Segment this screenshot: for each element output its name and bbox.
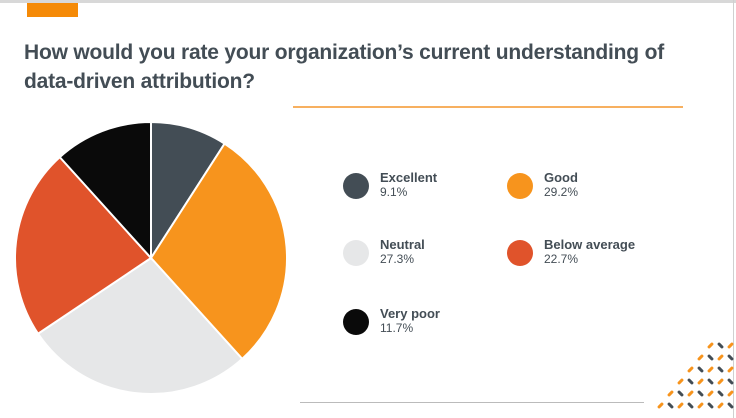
- pattern-dash: [657, 402, 664, 409]
- pattern-dash: [707, 342, 714, 349]
- pattern-dash: [707, 366, 714, 373]
- pattern-dash: [707, 354, 714, 361]
- pattern-dash: [687, 390, 694, 397]
- pattern-dash: [707, 378, 714, 385]
- pattern-dash: [717, 366, 724, 373]
- pattern-dash: [697, 366, 704, 373]
- pattern-dash: [697, 402, 704, 409]
- pattern-dash: [727, 342, 734, 349]
- pattern-dash: [727, 354, 734, 361]
- pattern-dash: [687, 366, 694, 373]
- legend-item-below-average: Below average 22.7%: [507, 238, 635, 266]
- title-divider: [293, 106, 683, 108]
- legend-label: Neutral: [380, 237, 425, 252]
- legend-item-very-poor: Very poor 11.7%: [343, 307, 440, 335]
- pie-slice-neutral: [36, 256, 244, 395]
- pattern-dash: [667, 390, 674, 397]
- pie-slice-excellent: [150, 120, 226, 262]
- legend-swatch: [343, 309, 369, 335]
- pattern-dash: [707, 390, 714, 397]
- pattern-dash: [717, 390, 724, 397]
- legend-item-excellent: Excellent 9.1%: [343, 171, 437, 199]
- pattern-dash: [697, 378, 704, 385]
- pattern-dash: [727, 378, 734, 385]
- pattern-dash: [677, 402, 684, 409]
- pattern-dash: [717, 378, 724, 385]
- pattern-dash: [677, 390, 684, 397]
- accent-bar: [27, 3, 78, 17]
- pattern-dash: [677, 378, 684, 385]
- legend-item-neutral: Neutral 27.3%: [343, 238, 425, 266]
- top-border: [0, 0, 736, 3]
- pattern-dash: [717, 402, 724, 409]
- pie-slice-good: [149, 142, 288, 361]
- right-border: [733, 0, 734, 418]
- legend-label: Very poor: [380, 306, 440, 321]
- footer-divider: [300, 402, 644, 403]
- legend-label: Excellent: [380, 170, 438, 185]
- legend-swatch: [343, 240, 369, 266]
- legend-label: Below average: [544, 237, 636, 252]
- legend-value: 29.2%: [544, 185, 579, 199]
- pattern-dash: [707, 402, 714, 409]
- legend-value: 22.7%: [544, 252, 579, 266]
- legend-value: 9.1%: [380, 185, 408, 199]
- pattern-dash: [697, 390, 704, 397]
- legend-label: Good: [544, 170, 578, 185]
- pattern-dash: [687, 378, 694, 385]
- legend-value: 11.7%: [380, 321, 414, 335]
- pattern-dash: [727, 366, 734, 373]
- pie-slice-very-poor: [58, 120, 152, 261]
- pattern-dash: [727, 402, 734, 409]
- pattern-dash: [717, 342, 724, 349]
- chart-title: How would you rate your organization’s c…: [24, 41, 664, 93]
- pattern-dash: [687, 402, 694, 409]
- legend-value: 27.3%: [380, 252, 415, 266]
- legend-swatch: [343, 173, 369, 199]
- legend-swatch: [507, 173, 533, 199]
- legend-swatch: [507, 240, 533, 266]
- pattern-dash: [717, 354, 724, 361]
- pie-slice-below-average: [14, 155, 153, 336]
- pattern-dash: [667, 402, 674, 409]
- legend-item-good: Good 29.2%: [507, 171, 578, 199]
- pattern-dash: [697, 354, 704, 361]
- pattern-dash: [727, 390, 734, 397]
- dot-pattern-logo: [657, 342, 734, 409]
- pie-chart: [14, 120, 288, 395]
